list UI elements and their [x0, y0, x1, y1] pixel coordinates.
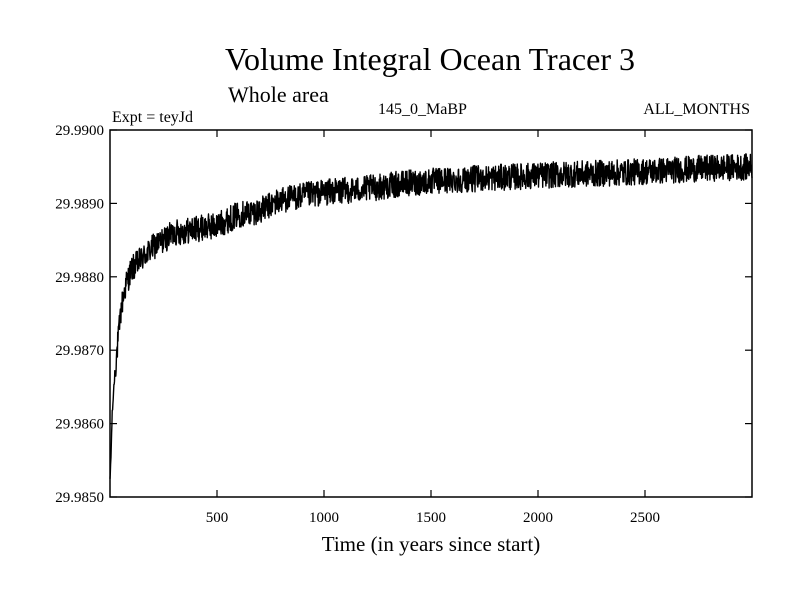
- y-tick-label: 29.9850: [55, 490, 104, 506]
- series-line: [109, 153, 753, 479]
- x-tick-label: 2000: [523, 510, 553, 526]
- y-axis: 29.9850 29.9860 29.9870 29.9880 29.9890 29.99…: [55, 123, 752, 506]
- experiment-label: Expt = teyJd: [112, 109, 193, 126]
- x-tick-label: 2500: [630, 510, 660, 526]
- y-tick-label: 29.9870: [55, 343, 104, 359]
- x-axis: 500 1000 1500 2000 2500: [206, 130, 660, 526]
- y-tick-label: 29.9880: [55, 270, 104, 286]
- x-tick-label: 1500: [416, 510, 446, 526]
- y-tick-label: 29.9860: [55, 417, 104, 433]
- x-axis-label: Time (in years since start): [322, 532, 541, 556]
- chart-title: Volume Integral Ocean Tracer 3: [225, 41, 635, 77]
- x-tick-label: 500: [206, 510, 229, 526]
- plot-frame: [109, 129, 753, 498]
- chart-subtitle: Whole area: [228, 82, 329, 107]
- y-tick-label: 29.9900: [55, 123, 104, 139]
- x-tick-label: 1000: [309, 510, 339, 526]
- months-label: ALL_MONTHS: [643, 101, 750, 118]
- y-tick-label: 29.9890: [55, 196, 104, 212]
- period-label: 145_0_MaBP: [378, 101, 467, 118]
